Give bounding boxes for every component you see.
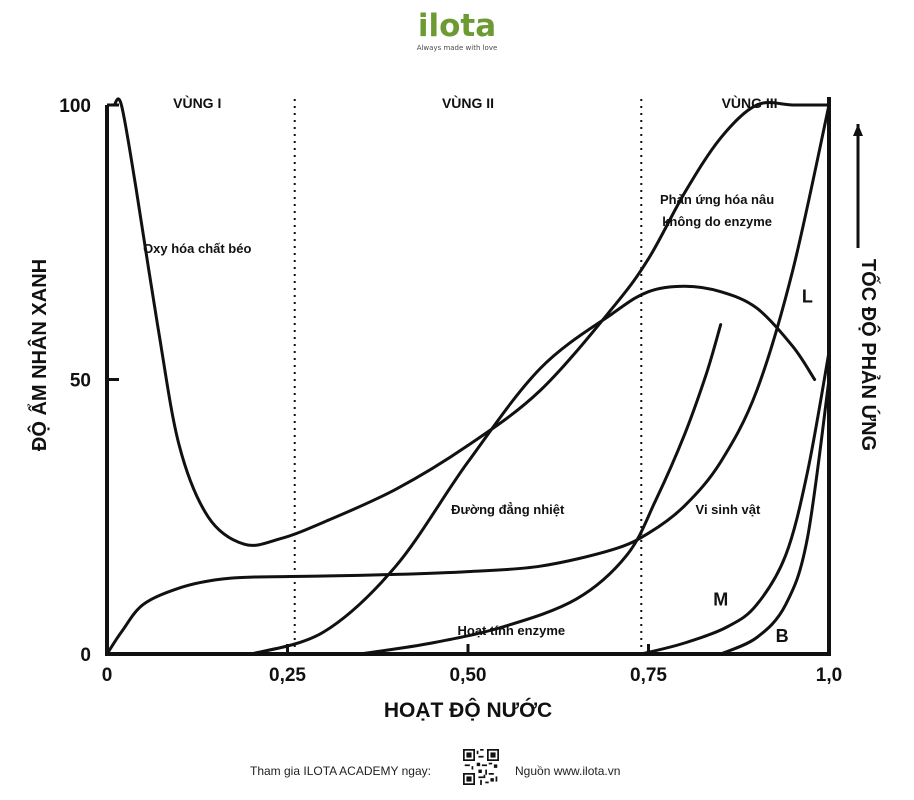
right-axis-label: TỐC ĐỘ PHẢN ỨNG — [857, 259, 881, 451]
footer: Tham gia ILOTA ACADEMY ngay: Nguồn www.i… — [0, 749, 914, 785]
annotation-khong-do-enzyme: không do enzyme — [662, 214, 772, 229]
annotation-l: L — [802, 287, 813, 307]
x-tick-label: 0 — [102, 665, 113, 686]
x-tick-label: 0,50 — [450, 665, 487, 686]
series-line-oxy-hoa-chat-beo — [112, 97, 831, 547]
qr-code-icon[interactable] — [463, 749, 499, 785]
y-axis-label: ĐỘ ẨM NHÂN XANH — [27, 259, 51, 451]
annotation-b: B — [776, 626, 789, 646]
series-line-hoat-tinh-enzyme — [358, 323, 723, 656]
annotation-duong-dang-nhiet: Đường đẳng nhiệt — [451, 502, 565, 517]
brand-logo: ilota Always made with love — [0, 8, 914, 52]
x-tick-label: 0,25 — [269, 665, 306, 686]
annotation-hoat-tinh-enzyme: Hoạt tính enzyme — [458, 623, 566, 638]
series-line-b — [719, 378, 831, 656]
x-axis-label: HOẠT ĐỘ NƯỚC — [384, 698, 552, 722]
y-tick-label: 0 — [80, 645, 91, 666]
series-line-duong-dang-nhiet — [105, 103, 831, 656]
x-tick-label: 1,0 — [816, 665, 842, 686]
zone-label: VÙNG II — [442, 94, 494, 111]
y-tick-label: 100 — [59, 96, 91, 117]
series-line-vi-sinh-vat — [639, 350, 831, 656]
series-line-phan-ung-hoa-nau-khong-do-enzyme — [249, 284, 817, 656]
labels: 0 0,25 0,50 0,75 1,0 0 50 100 HOẠT ĐỘ NƯỚC ĐỘ ẨM … — [27, 94, 881, 722]
water-activity-chart: 0 0,25 0,50 0,75 1,0 0 50 100 HOẠT ĐỘ NƯỚC ĐỘ ẨM … — [27, 94, 881, 722]
annotation-oxy-hoa-chat-beo: Oxy hóa chất béo — [143, 241, 251, 256]
brand-name: ilota — [417, 8, 497, 44]
axes — [105, 97, 863, 656]
series-group — [105, 97, 831, 656]
brand-tagline: Always made with love — [416, 44, 498, 52]
annotation-m: M — [713, 590, 728, 610]
annotation-phan-ung-hoa-nau: Phản ứng hóa nâu — [660, 192, 774, 207]
zone-boundaries — [293, 98, 643, 654]
zone-label: VÙNG I — [173, 94, 221, 111]
source-text: Nguồn www.ilota.vn — [515, 764, 621, 778]
join-text: Tham gia ILOTA ACADEMY ngay: — [250, 764, 431, 778]
y-tick-label: 50 — [70, 371, 91, 392]
zone-label: VÙNG III — [722, 94, 778, 111]
annotation-vi-sinh-vat: Vi sinh vật — [696, 502, 761, 517]
x-tick-label: 0,75 — [630, 665, 667, 686]
